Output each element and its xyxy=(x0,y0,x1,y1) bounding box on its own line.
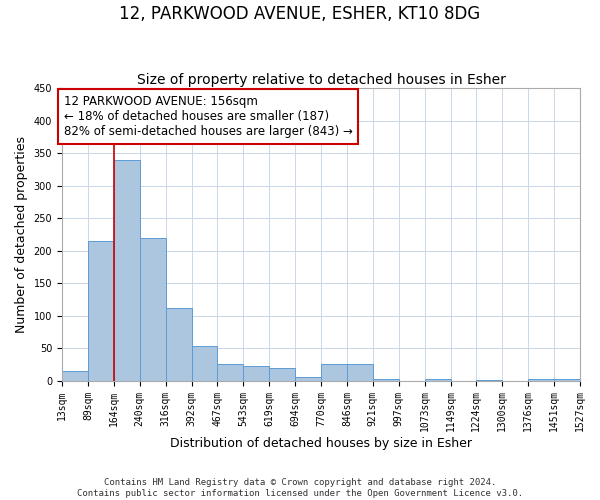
Bar xyxy=(140,238,166,380)
Bar xyxy=(425,378,451,380)
Y-axis label: Number of detached properties: Number of detached properties xyxy=(15,136,28,333)
Bar xyxy=(269,368,295,380)
Title: Size of property relative to detached houses in Esher: Size of property relative to detached ho… xyxy=(137,73,505,87)
Text: 12 PARKWOOD AVENUE: 156sqm
← 18% of detached houses are smaller (187)
82% of sem: 12 PARKWOOD AVENUE: 156sqm ← 18% of deta… xyxy=(64,94,352,138)
Bar xyxy=(191,346,217,380)
Bar xyxy=(166,308,191,380)
Bar xyxy=(88,241,113,380)
X-axis label: Distribution of detached houses by size in Esher: Distribution of detached houses by size … xyxy=(170,437,472,450)
Bar xyxy=(62,371,88,380)
Bar xyxy=(295,378,321,380)
Bar xyxy=(113,160,140,380)
Bar xyxy=(373,378,398,380)
Bar xyxy=(321,364,347,380)
Bar xyxy=(217,364,243,380)
Bar xyxy=(347,364,373,380)
Bar xyxy=(243,366,269,380)
Text: Contains HM Land Registry data © Crown copyright and database right 2024.
Contai: Contains HM Land Registry data © Crown c… xyxy=(77,478,523,498)
Text: 12, PARKWOOD AVENUE, ESHER, KT10 8DG: 12, PARKWOOD AVENUE, ESHER, KT10 8DG xyxy=(119,5,481,23)
